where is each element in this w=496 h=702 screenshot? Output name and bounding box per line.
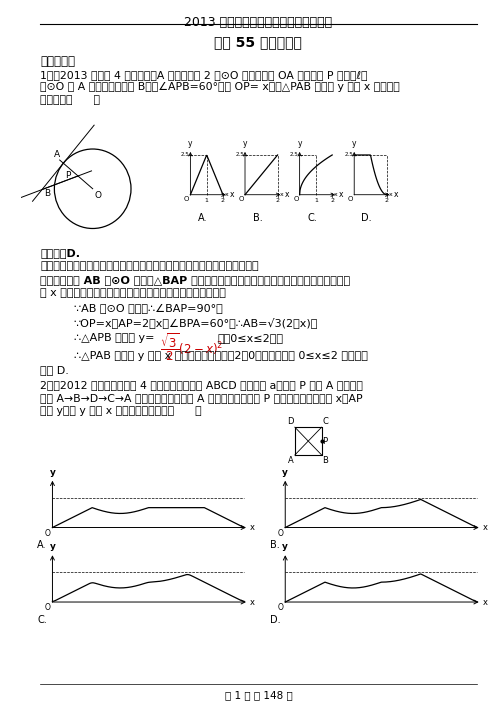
Text: x: x: [284, 190, 289, 199]
Text: 第 1 页 共 148 页: 第 1 页 共 148 页: [225, 691, 292, 701]
Text: ∴△PAB 的面积 y 关于 x 的函数图像是经过（2，0）的抛物线在 0≤x≤2 的部分。: ∴△PAB 的面积 y 关于 x 的函数图像是经过（2，0）的抛物线在 0≤x≤…: [73, 351, 368, 361]
Text: P: P: [65, 171, 70, 180]
Text: D.: D.: [270, 615, 281, 625]
Text: 【考点】动点问题的函数图象，锐角三角函数定义，特殊角的三角函数值。: 【考点】动点问题的函数图象，锐角三角函数定义，特殊角的三角函数值。: [40, 261, 258, 271]
Text: y: y: [282, 543, 288, 551]
Text: 用 x 表示出三角形的面积，根据函数解析式确定函数的图象：: 用 x 表示出三角形的面积，根据函数解析式确定函数的图象：: [40, 288, 226, 298]
Text: O: O: [95, 191, 102, 200]
Text: x: x: [250, 523, 255, 532]
Text: x: x: [339, 190, 343, 199]
Text: A: A: [55, 150, 61, 159]
Text: 2.5: 2.5: [290, 152, 299, 157]
Text: 2．（2012 浙江嘉兴、舟山 4 分）如图，正方形 ABCD 的边长为 a，动点 P 从点 A 出发，沿: 2．（2012 浙江嘉兴、舟山 4 分）如图，正方形 ABCD 的边长为 a，动…: [40, 380, 363, 390]
Text: C.: C.: [307, 213, 317, 223]
Text: x: x: [393, 190, 398, 199]
Text: 像大致是【      】: 像大致是【 】: [40, 95, 100, 105]
Text: 长为 y，则 y 关于 x 的函数图象大致是【      】: 长为 y，则 y 关于 x 的函数图象大致是【 】: [40, 406, 202, 416]
Text: x: x: [280, 192, 283, 197]
Text: 2.5: 2.5: [181, 152, 189, 157]
Text: O: O: [293, 196, 299, 201]
Text: x: x: [225, 192, 229, 197]
Text: y: y: [243, 139, 248, 148]
Text: O: O: [45, 529, 51, 538]
Text: O: O: [348, 196, 353, 201]
Text: 一、选择题: 一、选择题: [40, 55, 75, 67]
Text: 2.5: 2.5: [345, 152, 353, 157]
Text: x: x: [334, 192, 338, 197]
Text: 2: 2: [276, 198, 280, 203]
Text: 【分析】利用 AB 与⊙O 相切，△BAP 是直角三角形，把直角三角形的直角边表示出来，从而: 【分析】利用 AB 与⊙O 相切，△BAP 是直角三角形，把直角三角形的直角边表…: [40, 275, 350, 285]
Text: 【答案】D.: 【答案】D.: [40, 249, 80, 258]
Text: 2013 年全国中考数学试题分类解析汇编: 2013 年全国中考数学试题分类解析汇编: [185, 16, 332, 29]
Text: y: y: [282, 468, 288, 477]
Text: C.: C.: [37, 615, 47, 625]
Text: A.: A.: [37, 541, 47, 550]
Text: 1: 1: [205, 198, 209, 203]
Text: B.: B.: [252, 213, 262, 223]
Text: 2: 2: [385, 198, 389, 203]
Text: x: x: [483, 523, 488, 532]
Text: y: y: [298, 139, 302, 148]
Text: O: O: [184, 196, 189, 201]
Text: 与⊙O 过 A 点的切线交于点 B，且∠APB=60°，设 OP= x，则△PAB 的面积 y 关于 x 的函数图: 与⊙O 过 A 点的切线交于点 B，且∠APB=60°，设 OP= x，则△PA…: [40, 82, 400, 93]
Text: $\dfrac{\sqrt{3}}{2}(2-x)^2$: $\dfrac{\sqrt{3}}{2}(2-x)^2$: [160, 332, 223, 363]
Text: y: y: [50, 468, 56, 477]
Text: A: A: [288, 456, 294, 465]
Text: A.: A.: [198, 213, 208, 223]
Text: 2.5: 2.5: [235, 152, 244, 157]
Text: O: O: [45, 603, 51, 612]
Text: 1．（2013 安徽省 4 分）如图，A 点在半径为 2 的⊙O 上，过线段 OA 上的一点 P 作直线ℓ，: 1．（2013 安徽省 4 分）如图，A 点在半径为 2 的⊙O 上，过线段 O…: [40, 69, 368, 79]
Text: y: y: [50, 543, 56, 551]
Text: O: O: [277, 529, 283, 538]
Text: O: O: [277, 603, 283, 612]
Text: x: x: [389, 192, 392, 197]
Text: y: y: [188, 139, 192, 148]
Text: x: x: [250, 597, 255, 607]
Text: 2: 2: [221, 198, 225, 203]
Text: ，（0≤x≤2），: ，（0≤x≤2），: [217, 333, 283, 343]
Text: P: P: [322, 437, 328, 446]
Text: 2: 2: [330, 198, 334, 203]
Text: 折线 A→B→D→C→A 的路径运动，回到点 A 时运动停止，设点 P 运动的路程长为长为 x，AP: 折线 A→B→D→C→A 的路径运动，回到点 A 时运动停止，设点 P 运动的路…: [40, 393, 363, 404]
Text: D: D: [287, 417, 294, 426]
Text: O: O: [239, 196, 244, 201]
Text: 专题 55 动态型问题: 专题 55 动态型问题: [214, 35, 303, 48]
Text: ∵AB 与⊙O 相切，∴∠BAP=90°，: ∵AB 与⊙O 相切，∴∠BAP=90°，: [73, 304, 222, 314]
Text: B.: B.: [270, 541, 280, 550]
Text: 1: 1: [314, 198, 318, 203]
Text: ∵OP=x，AP=2－x，∠BPA=60°，∴AB=√3(2－x)，: ∵OP=x，AP=2－x，∠BPA=60°，∴AB=√3(2－x)，: [73, 317, 318, 328]
Text: D.: D.: [362, 213, 372, 223]
Text: B: B: [322, 456, 328, 465]
Text: C: C: [322, 417, 328, 426]
Text: 故选 D.: 故选 D.: [40, 364, 69, 375]
Text: x: x: [483, 597, 488, 607]
Text: ∴△APB 的面积 y=: ∴△APB 的面积 y=: [73, 333, 154, 343]
Text: B: B: [44, 189, 50, 197]
Text: y: y: [352, 139, 357, 148]
Text: x: x: [230, 190, 234, 199]
